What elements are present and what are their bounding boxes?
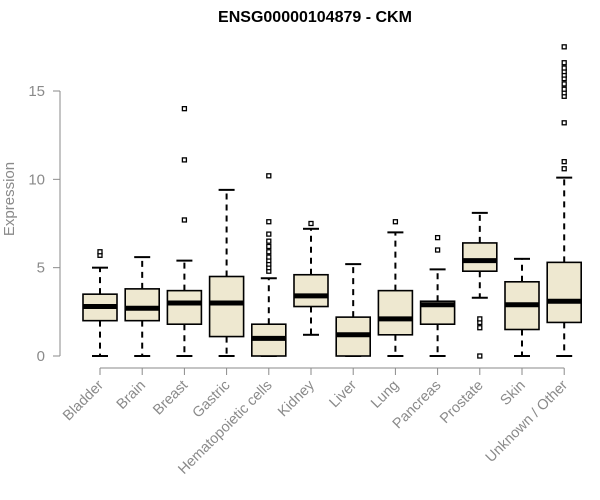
outlier-point <box>477 353 483 359</box>
outlier-point <box>266 238 272 244</box>
iqr-box <box>377 289 414 336</box>
x-tick-label-prostate: Prostate <box>437 378 486 427</box>
x-tick-label-skin: Skin <box>498 378 529 409</box>
x-tick-label-brain: Brain <box>114 378 149 413</box>
y-tick-label: 15 <box>28 83 45 100</box>
outlier-point <box>266 254 272 260</box>
box-pancreas <box>419 234 456 357</box>
outlier-point <box>97 249 103 255</box>
outlier-point <box>477 325 483 331</box>
y-axis: 0 5 10 15 <box>28 83 61 365</box>
box-hematopoietic-cells <box>251 173 287 357</box>
outlier-point <box>561 65 567 71</box>
x-tick-label-liver: Liver <box>326 377 360 411</box>
outlier-point <box>561 159 567 165</box>
outlier-point <box>561 86 567 92</box>
outlier-point <box>434 247 441 253</box>
box-breast <box>166 106 203 357</box>
outlier-point <box>434 234 441 241</box>
iqr-box <box>293 273 329 308</box>
box-bladder <box>82 249 118 357</box>
outlier-point <box>561 166 567 172</box>
iqr-box <box>166 289 203 325</box>
x-tick-label-kidney: Kidney <box>275 377 318 420</box>
box-gastric <box>208 188 245 357</box>
box-unknown-other <box>546 44 583 357</box>
outlier-point <box>561 60 567 66</box>
box-kidney <box>293 220 329 336</box>
outlier-point <box>266 173 272 179</box>
y-tick-label: 0 <box>37 348 45 365</box>
outlier-point <box>266 231 272 237</box>
box-liver <box>335 263 372 357</box>
box-lung <box>377 219 414 357</box>
box-series <box>82 44 583 359</box>
box-skin <box>504 257 540 357</box>
x-tick-label-lung: Lung <box>368 378 402 412</box>
x-tick-label-breast: Breast <box>150 378 191 419</box>
outlier-point <box>392 219 399 225</box>
y-tick-label: 10 <box>28 171 45 188</box>
outlier-point <box>561 81 567 87</box>
iqr-box <box>461 242 498 273</box>
box-brain <box>124 256 160 357</box>
iqr-box <box>546 261 583 324</box>
outlier-point <box>181 217 188 223</box>
iqr-box <box>124 288 160 322</box>
y-tick-label: 5 <box>37 260 45 277</box>
outlier-point <box>266 249 272 255</box>
box-prostate <box>461 211 498 359</box>
outlier-point <box>561 120 567 126</box>
y-axis-label: Expression <box>1 162 18 236</box>
iqr-box <box>208 275 245 338</box>
outlier-point <box>308 220 314 227</box>
x-tick-label-bladder: Bladder <box>60 377 107 424</box>
outlier-point <box>561 44 567 50</box>
outlier-point <box>477 316 483 322</box>
outlier-point <box>266 219 272 225</box>
chart-title: ENSG00000104879 - CKM <box>218 9 412 26</box>
outlier-point <box>181 157 188 163</box>
outlier-point <box>266 243 272 250</box>
outlier-point <box>181 106 188 112</box>
